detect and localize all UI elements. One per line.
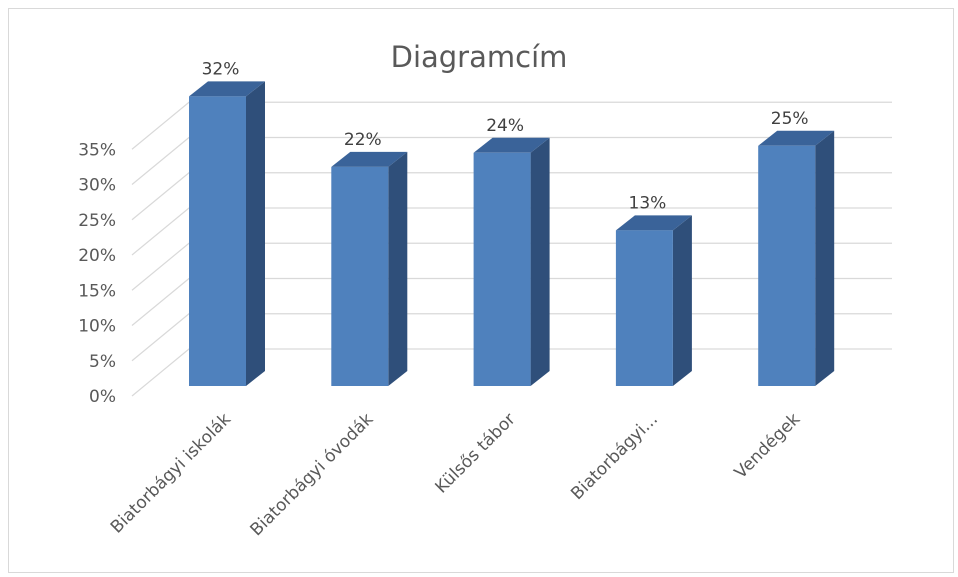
- bar: [758, 130, 835, 386]
- x-tick-label: Biatorbágyi iskolák: [107, 409, 235, 537]
- bar-side: [530, 137, 550, 386]
- x-tick-label: Biatorbágyi...: [567, 409, 662, 504]
- bar-top: [615, 215, 692, 231]
- bar: [189, 81, 265, 387]
- bar: [473, 137, 550, 386]
- data-label: 22%: [344, 130, 382, 150]
- y-tick-label: 15%: [78, 281, 116, 301]
- y-tick-label: 5%: [89, 352, 116, 372]
- x-axis-labels: Biatorbágyi iskolák Biatorbágyi óvodák Kül…: [107, 409, 804, 540]
- bar-front: [758, 145, 816, 386]
- bar-side: [388, 151, 408, 386]
- bar-top: [189, 81, 265, 97]
- y-tick-label: 20%: [78, 246, 116, 266]
- y-axis-ticks: 0% 5% 10% 15% 20% 25% 30% 35%: [78, 140, 116, 407]
- y-tick-label: 0%: [89, 387, 116, 407]
- bar-side: [672, 215, 692, 386]
- bar: [615, 215, 692, 386]
- chart-title: Diagramcím: [390, 40, 568, 74]
- bars: [189, 81, 835, 387]
- data-label: 13%: [629, 193, 667, 213]
- bar-front: [473, 152, 531, 386]
- x-tick-label: Vendégek: [731, 409, 805, 483]
- bar-top: [331, 151, 408, 167]
- bar-top: [473, 137, 550, 153]
- data-label: 32%: [202, 59, 240, 79]
- x-tick-label: Külsős tábor: [432, 409, 520, 497]
- bar-front: [615, 230, 673, 386]
- data-label: 25%: [771, 109, 809, 129]
- data-label: 24%: [486, 116, 524, 136]
- y-tick-label: 35%: [78, 140, 116, 160]
- y-tick-label: 25%: [78, 211, 116, 231]
- bar-side: [246, 81, 265, 387]
- y-tick-label: 10%: [78, 317, 116, 337]
- data-labels: 32% 22% 24% 13% 25%: [202, 59, 809, 213]
- bar: [331, 151, 408, 386]
- bar-side: [815, 130, 835, 386]
- y-tick-label: 30%: [78, 176, 116, 196]
- bar-front: [189, 96, 246, 387]
- bar-front: [331, 166, 389, 386]
- bar-top: [758, 130, 835, 146]
- x-tick-label: Biatorbágyi óvodák: [247, 409, 378, 540]
